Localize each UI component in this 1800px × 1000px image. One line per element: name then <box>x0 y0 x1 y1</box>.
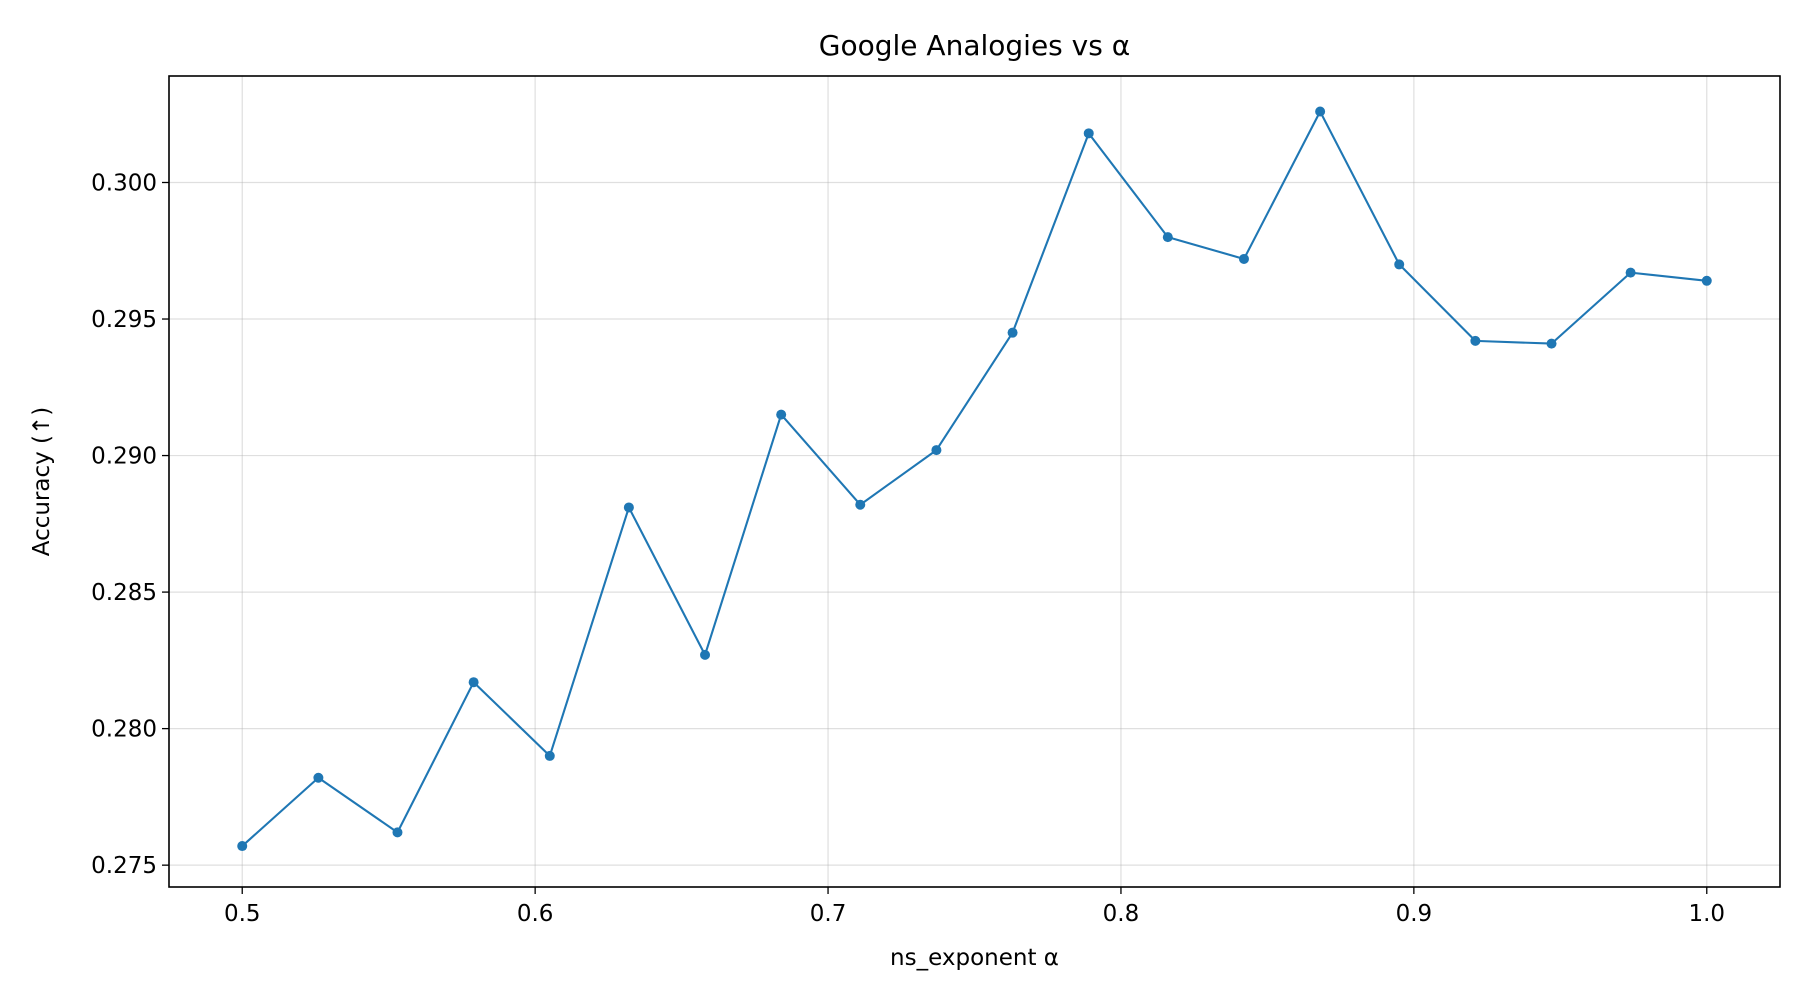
y-tick-label: 0.300 <box>91 170 157 196</box>
x-axis-label: ns_exponent α <box>890 945 1059 971</box>
y-tick-label: 0.295 <box>91 307 157 333</box>
data-point <box>1701 275 1712 286</box>
data-point <box>1394 259 1405 270</box>
data-point <box>931 445 942 456</box>
x-tick-label: 0.5 <box>224 901 261 927</box>
grid-layer <box>169 76 1780 887</box>
series-line <box>241 110 1707 847</box>
data-point <box>1238 253 1249 264</box>
x-tick-label: 1.0 <box>1688 901 1725 927</box>
data-point <box>1162 232 1173 243</box>
data-point <box>237 841 248 852</box>
data-point <box>544 750 555 761</box>
data-point <box>1315 106 1326 117</box>
data-point <box>855 499 866 510</box>
data-point <box>623 502 634 513</box>
data-point <box>700 649 711 660</box>
data-point <box>1546 338 1557 349</box>
plot-frame <box>168 75 1781 888</box>
chart-title: Google Analogies vs α <box>819 29 1130 62</box>
data-point <box>1470 335 1481 346</box>
y-tick-label: 0.275 <box>91 853 157 879</box>
y-tick-label: 0.285 <box>91 580 157 606</box>
data-point <box>1007 327 1018 338</box>
x-tick-label: 0.7 <box>810 901 847 927</box>
data-point <box>776 409 787 420</box>
y-axis-label: Accuracy (↑) <box>29 407 55 557</box>
data-point <box>1083 128 1094 139</box>
x-tick-label: 0.8 <box>1103 901 1140 927</box>
tick-layer: 0.5 0.6 0.7 0.8 0.9 1.0 0.275 0.280 0.285 0.290 0.… <box>91 170 1725 927</box>
data-point <box>468 677 479 688</box>
y-tick-label: 0.280 <box>91 717 157 743</box>
y-tick-label: 0.290 <box>91 444 157 470</box>
data-point <box>1625 267 1636 278</box>
x-tick-label: 0.9 <box>1396 901 1433 927</box>
series-layer <box>237 106 1712 852</box>
data-point <box>392 827 403 838</box>
x-tick-label: 0.6 <box>517 901 554 927</box>
data-point <box>313 772 324 783</box>
